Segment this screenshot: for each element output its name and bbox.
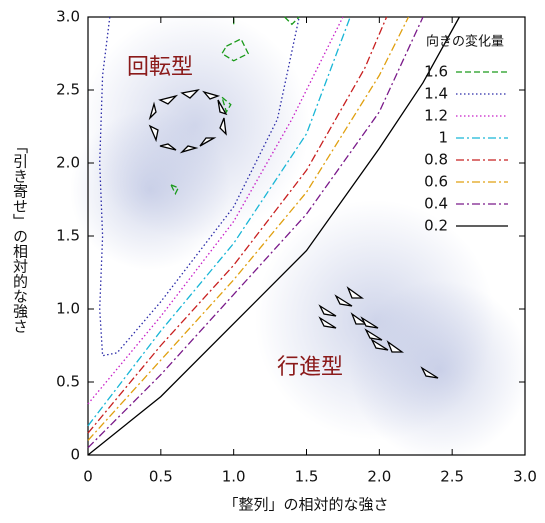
y-tick-label: 1.0 [56, 300, 80, 318]
contour-line [87, 16, 388, 434]
x-tick-label: 0 [83, 468, 93, 486]
legend-label: 0.6 [424, 173, 448, 191]
y-tick-label: 3.0 [56, 8, 80, 26]
agent-icons [148, 88, 439, 379]
y-tick-label: 2.0 [56, 154, 80, 172]
background-blobs [70, 10, 530, 460]
y-tick-label: 0.5 [56, 373, 80, 391]
y-tick-label: 1.5 [56, 227, 80, 245]
contour-line [87, 16, 344, 405]
contour-line [170, 16, 300, 196]
x-tick-label: 1.0 [222, 468, 246, 486]
x-tick-label: 3.0 [513, 468, 537, 486]
y-tick-label: 2.5 [56, 81, 80, 99]
x-tick-label: 2.0 [367, 468, 391, 486]
x-tick-label: 0.5 [149, 468, 173, 486]
y-tick-label: 0 [70, 446, 80, 464]
contour-line [99, 16, 300, 357]
annotation: 行進型 [277, 355, 343, 380]
legend-label: 0.8 [424, 151, 448, 169]
legend-title: 向きの変化量 [426, 34, 504, 50]
x-tick-label: 1.5 [295, 468, 319, 486]
legend-label: 1.4 [424, 85, 448, 103]
legend-label: 1.6 [424, 63, 448, 81]
contour-line [87, 16, 460, 456]
legend-label: 1 [438, 129, 448, 147]
x-axis-label: 「整列」の相対的な強さ [223, 496, 388, 514]
x-tick-label: 2.5 [440, 468, 464, 486]
legend-label: 1.2 [424, 107, 448, 125]
contour-line [87, 16, 410, 441]
annotation: 回転型 [127, 55, 193, 80]
legend-label: 0.4 [424, 195, 448, 213]
contour-line [87, 16, 351, 427]
legend-label: 0.2 [424, 217, 448, 235]
contour-line [87, 16, 424, 449]
y-axis-label: 「引き寄せ」の相対的な強さ [11, 139, 29, 334]
